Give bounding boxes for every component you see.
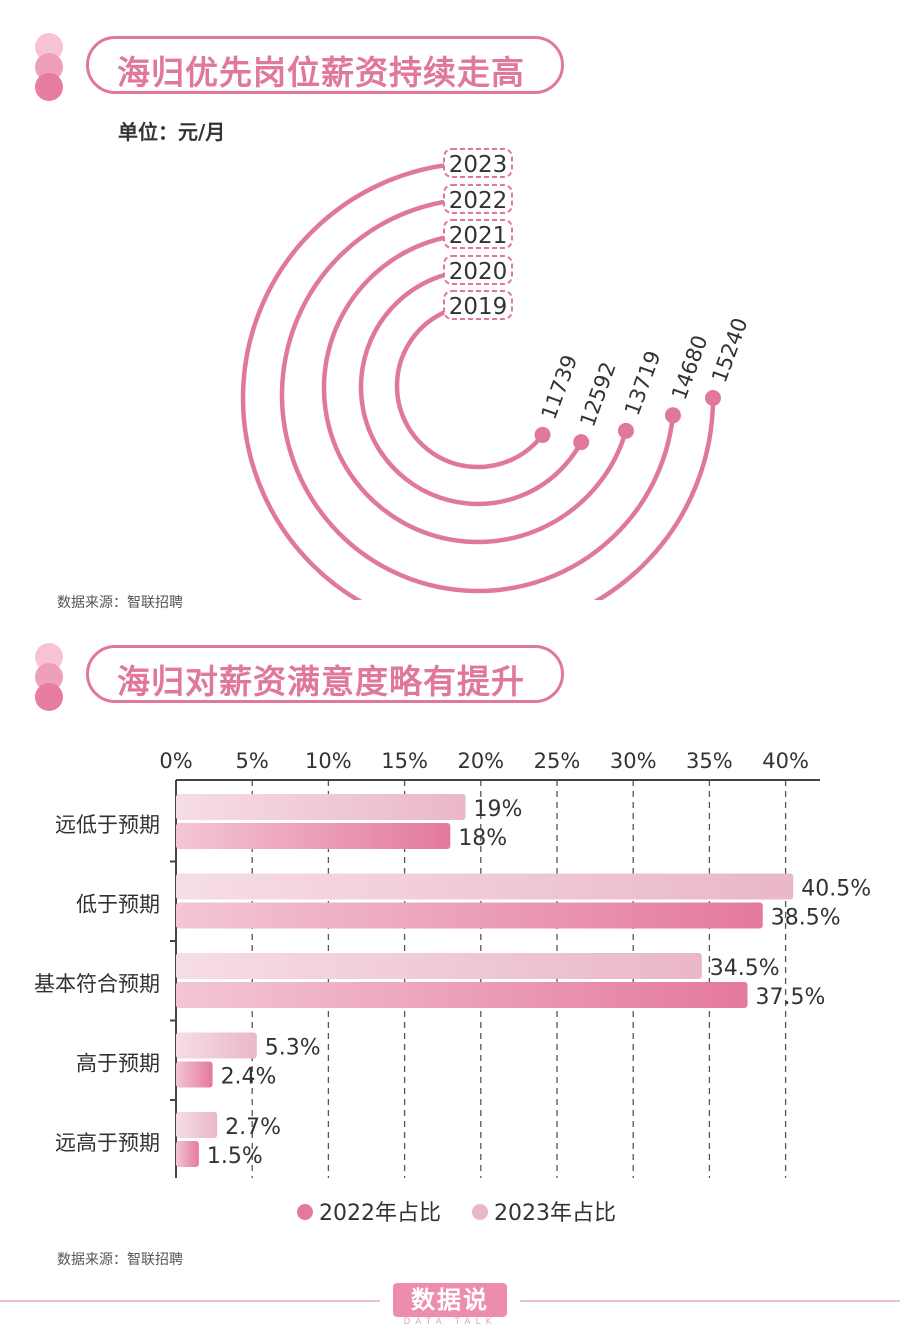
year-label-2019: 2019	[449, 294, 508, 320]
section2-source: 数据来源：智联招聘	[57, 1252, 183, 1268]
x-tick-label: 0%	[159, 749, 192, 773]
data-label: 5.3%	[265, 1036, 321, 1061]
data-label: 18%	[458, 826, 507, 851]
data-label: 2.7%	[225, 1115, 281, 1140]
x-tick-label: 15%	[381, 749, 428, 773]
radial-chart: 1173920191259220201371920211468020221524…	[240, 148, 753, 600]
ring-end-dot-2020	[573, 434, 590, 451]
bar-2023	[176, 794, 466, 820]
bar-chart: 0% 5% 10% 15% 20% 25% 30% 35% 40% 远低于预期 19% 18% 低于预期…	[34, 749, 871, 1226]
footer-line-right	[520, 1300, 900, 1302]
x-tick-label: 30%	[610, 749, 657, 773]
section2-title-box: 海归对薪资满意度略有提升	[86, 645, 564, 703]
data-label: 34.5%	[710, 956, 780, 981]
ring-2019	[394, 302, 545, 470]
x-tick-label: 40%	[762, 749, 809, 773]
year-label-2021: 2021	[449, 223, 508, 249]
year-label-2022: 2022	[449, 188, 508, 214]
data-label: 19%	[474, 797, 523, 822]
legend-label: 2022年占比	[319, 1201, 441, 1226]
ring-end-dot-2022	[664, 407, 681, 424]
category-label: 低于预期	[76, 893, 160, 917]
section1-title: 海归优先岗位薪资持续走高	[117, 53, 525, 92]
ring-2021	[321, 231, 629, 545]
bar-2023	[176, 953, 702, 979]
footer-line-left	[0, 1300, 380, 1302]
x-tick-label: 20%	[457, 749, 504, 773]
brand-logo: 数据说	[393, 1283, 507, 1317]
year-tag-2022	[443, 184, 513, 214]
bar-2022	[176, 1141, 199, 1167]
bar-2023	[176, 1112, 218, 1138]
ring-end-dot-2023	[705, 390, 721, 406]
bar-2023	[176, 873, 794, 900]
section2-title: 海归对薪资满意度略有提升	[117, 662, 525, 701]
category-label: 高于预期	[76, 1052, 160, 1076]
ring-2020	[358, 267, 584, 507]
category-label: 远高于预期	[55, 1131, 160, 1155]
bar-2022	[176, 823, 451, 849]
data-label: 1.5%	[207, 1144, 263, 1169]
x-tick-label: 5%	[236, 749, 269, 773]
data-label: 40.5%	[801, 877, 871, 902]
dot-dark	[35, 73, 63, 101]
bar-2023	[176, 1032, 257, 1059]
section1-source: 数据来源：智联招聘	[57, 595, 183, 611]
section1-title-box: 海归优先岗位薪资持续走高	[86, 36, 564, 94]
dot-dark	[35, 683, 63, 711]
x-tick-label: 35%	[686, 749, 733, 773]
x-tick-label: 25%	[534, 749, 581, 773]
ring-end-dot-2021	[617, 422, 634, 439]
bar-2022	[176, 902, 763, 929]
data-label: 38.5%	[771, 906, 841, 931]
bar-2022	[176, 982, 748, 1008]
year-tag-2019	[443, 290, 513, 320]
ring-2023	[240, 160, 716, 600]
category-label: 基本符合预期	[34, 972, 160, 996]
x-tick-label: 10%	[305, 749, 352, 773]
year-tag-2023	[443, 148, 513, 178]
bar-2022	[176, 1061, 213, 1088]
brand-sub: DATA TALK	[403, 1317, 497, 1327]
ring-end-dot-2019	[534, 426, 551, 443]
year-label-2023: 2023	[449, 152, 508, 178]
year-tag-2021	[443, 219, 513, 249]
category-label: 远低于预期	[55, 813, 160, 837]
data-label: 37.5%	[756, 985, 826, 1010]
year-label-2020: 2020	[449, 259, 508, 285]
ring-2022	[279, 196, 676, 594]
legend-swatch	[297, 1204, 313, 1220]
data-label: 2.4%	[221, 1065, 277, 1090]
year-tag-2020	[443, 255, 513, 285]
unit-label: 单位：元/月	[118, 120, 226, 144]
legend-label: 2023年占比	[494, 1201, 616, 1226]
legend-swatch	[472, 1204, 488, 1220]
